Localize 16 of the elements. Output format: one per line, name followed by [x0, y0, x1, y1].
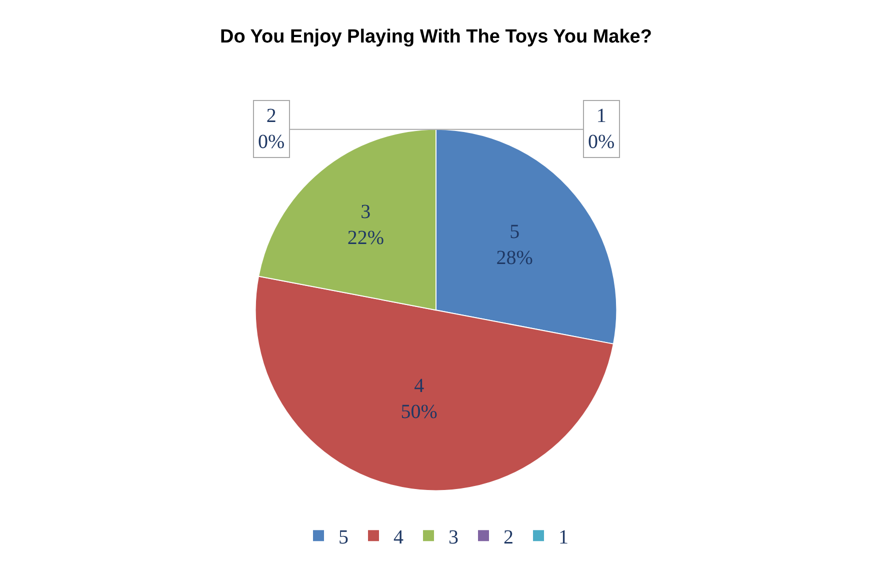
legend-label: 3: [448, 526, 458, 548]
text: 0%: [258, 131, 285, 153]
legend-label: 2: [504, 526, 514, 548]
slice-label: 4: [414, 374, 424, 397]
data-label: 50%: [400, 400, 438, 423]
slice-label: 3: [360, 201, 371, 224]
category-label: 1: [596, 105, 606, 127]
slice-label: 5: [510, 221, 520, 244]
chart-title: Do You Enjoy Playing With The Toys You Make?: [220, 26, 652, 48]
legend-label: 5: [338, 526, 348, 548]
data-label: 28%: [496, 247, 533, 270]
legend-label: 4: [394, 526, 404, 548]
data-label: 22%: [347, 227, 384, 250]
category-label: 2: [266, 105, 276, 127]
legend-label: 1: [558, 526, 568, 548]
text: 0%: [588, 131, 615, 153]
